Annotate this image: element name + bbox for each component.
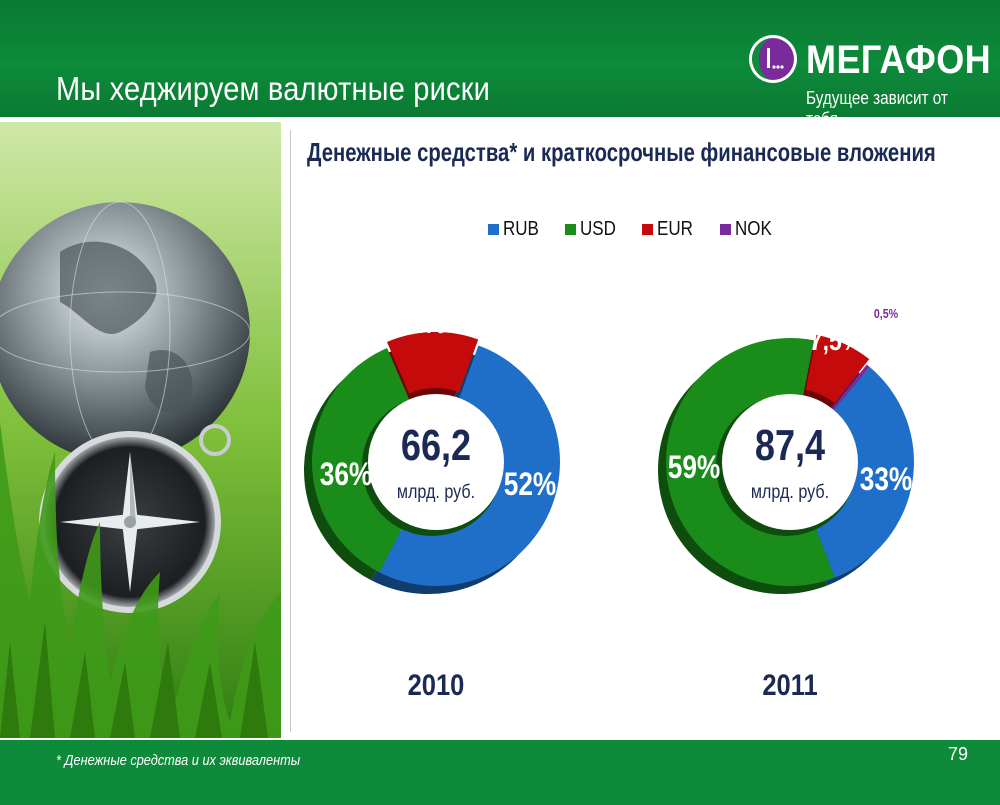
donut-charts: 66,2 млрд. руб. 52% 36% 12% 2010 87,4 млрд. руб… [304,306,914,701]
slide-title: Мы хеджируем валютные риски [56,70,490,107]
donut-slice-eur [805,334,870,404]
page-number: 79 [947,744,968,764]
donut-unit-label: млрд. руб. [397,481,475,503]
slice-label-nok: 0,5% [874,306,899,321]
legend-label: RUB [503,218,539,240]
slice-label-usd: 36% [320,458,373,493]
donut-slice-eur [386,332,479,394]
header-bar: Мы хеджируем валютные риски МЕГАФОН Буду… [0,0,1000,129]
globe-compass-illustration [0,122,281,738]
footnote: * Денежные средства и их эквиваленты [56,752,301,769]
donut-total-value: 87,4 [755,421,826,470]
legend-swatch [565,224,577,235]
donut-slice-nok [832,364,870,410]
legend-label: NOK [734,218,772,240]
megafon-logo: МЕГАФОН Будущее зависит от тебя [748,34,992,129]
donut-slice-rub [814,367,914,578]
logo-name: МЕГАФОН [806,38,992,82]
donut-slice-usd [665,337,835,586]
legend-label: USD [580,218,617,240]
donut-unit-label: млрд. руб. [751,481,829,503]
year-label: 2011 [762,668,817,701]
slice-label-eur: 7,5% [810,326,863,357]
slice-label-eur: 12% [394,306,447,341]
slice-label-usd: 59% [668,451,721,486]
legend-item-usd: USD [565,218,622,241]
donut-hole [722,394,858,530]
donut-2010: 66,2 млрд. руб. 52% 36% 12% 2010 [304,306,560,701]
donut-2011: 87,4 млрд. руб. 33% 59% 7,5% 0,5% 2011 [657,306,914,701]
footer-bar: * Денежные средства и их эквиваленты 79 [0,740,1000,805]
legend-item-eur: EUR [642,218,699,241]
slice-label-rub: 33% [860,463,913,498]
donut-total-value: 66,2 [401,421,471,470]
chart-legend: RUB USD EUR NOK [488,218,798,241]
globe-compass-photo [0,122,281,738]
vertical-divider [290,130,291,732]
legend-label: EUR [657,218,694,240]
slice-label-rub: 52% [504,468,557,503]
donut-slice-rub [379,345,560,586]
legend-swatch [719,224,731,235]
year-label: 2010 [408,668,465,701]
megafon-logo-icon [749,35,797,83]
legend-item-rub: RUB [488,218,545,241]
legend-swatch [642,224,654,235]
donut-hole [368,394,504,530]
legend-item-nok: NOK [719,218,778,241]
logo-tagline: Будущее зависит от тебя [806,88,948,129]
legend-swatch [488,224,499,235]
chart-title: Денежные средства* и краткосрочные финан… [307,137,936,167]
